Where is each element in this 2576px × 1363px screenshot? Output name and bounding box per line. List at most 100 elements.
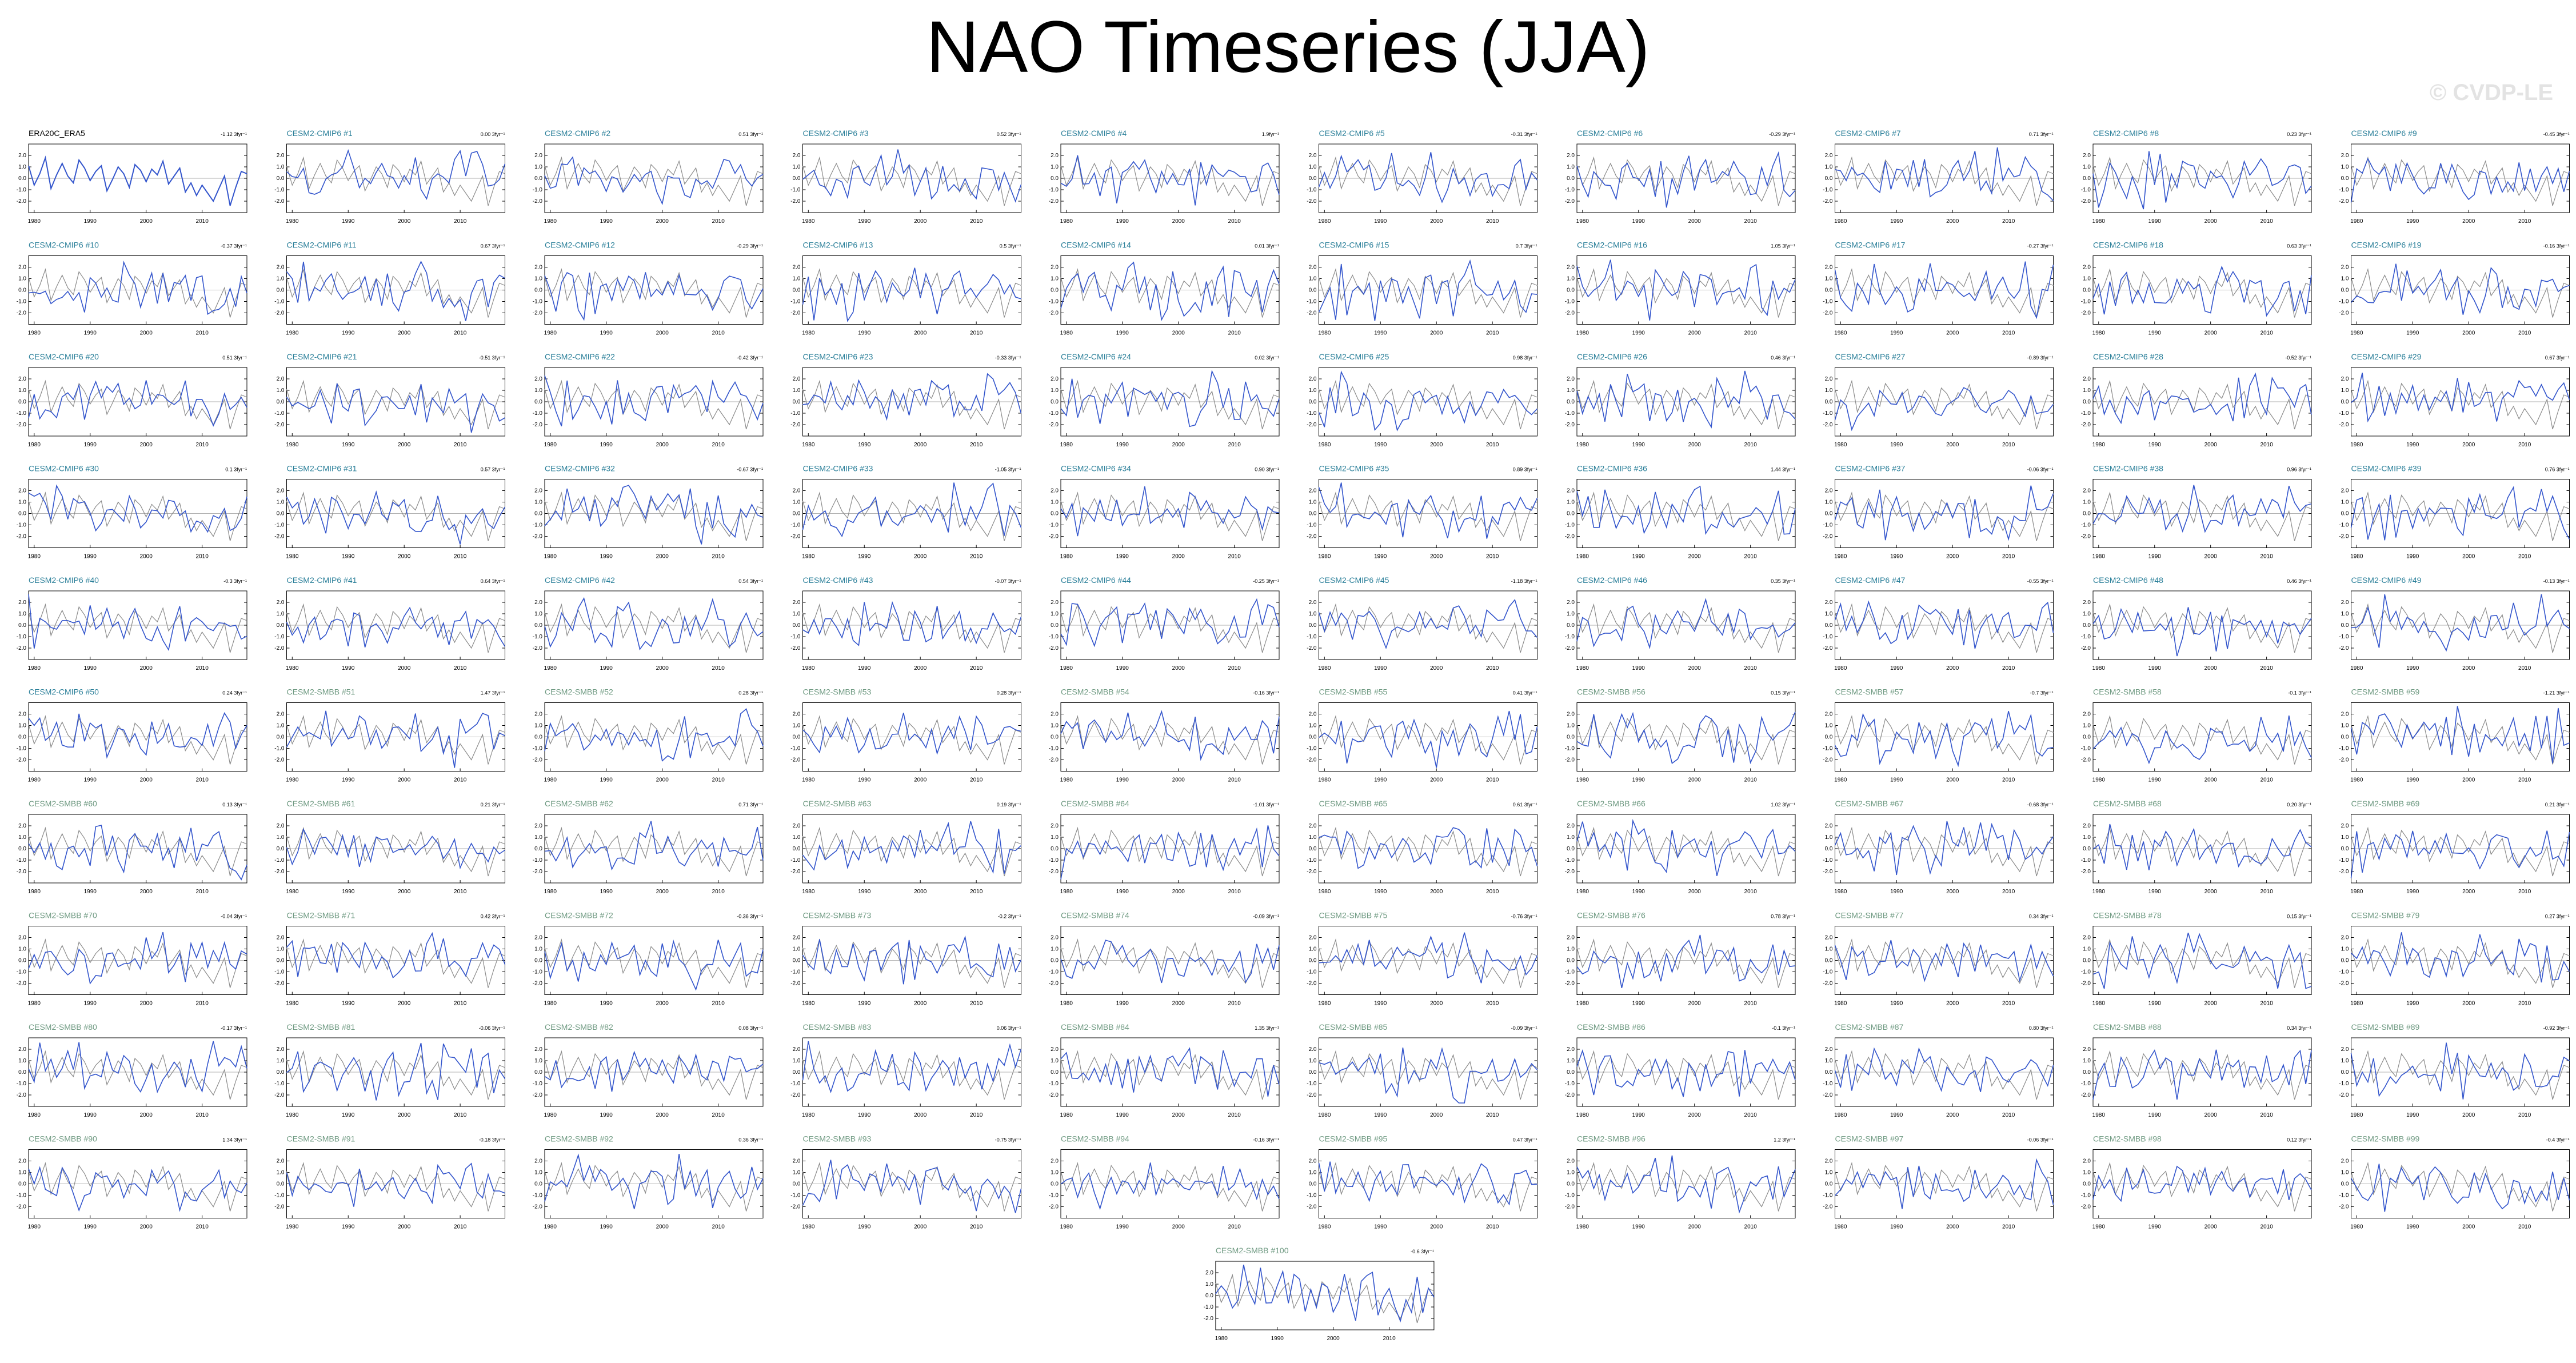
y-tick-label: -1.0 — [1049, 634, 1059, 640]
x-tick-label: 1980 — [1576, 554, 1589, 560]
y-tick-label: -2.0 — [1049, 310, 1059, 317]
y-tick-label: 2.0 — [2341, 153, 2349, 159]
x-tick-label: 1980 — [2092, 330, 2106, 337]
y-tick-label: -2.0 — [274, 869, 285, 875]
panel-title: CESM2-SMBB #85 — [1319, 1022, 1388, 1032]
y-tick-label: 1.0 — [1825, 164, 1833, 170]
y-tick-label: 0.0 — [2083, 511, 2091, 517]
y-tick-label: 1.0 — [2341, 834, 2349, 841]
y-tick-label: 0.0 — [1825, 734, 1833, 741]
x-tick-label: 1990 — [1116, 1112, 1129, 1118]
x-tick-label: 1980 — [802, 1112, 815, 1118]
nao-panel: CESM2-CMIP6 #6 -0.29 3fyr⁻¹ -2.0 -1.0 0.0 1.0… — [1565, 129, 1796, 225]
y-tick-label: 1.0 — [1825, 611, 1833, 617]
obs-series-line — [28, 1162, 247, 1212]
y-tick-label: 0.0 — [793, 734, 801, 741]
obs-series-line — [1834, 603, 2054, 653]
x-tick-label: 1980 — [286, 330, 299, 337]
y-tick-label: 0.0 — [1309, 1181, 1317, 1188]
x-tick-label: 1980 — [1576, 777, 1589, 784]
nao-panel: CESM2-CMIP6 #29 0.67 3fyr⁻¹ -2.0 -1.0 0.0 1.0… — [2339, 352, 2570, 448]
y-tick-label: -2.0 — [1204, 1316, 1214, 1322]
panel-title: CESM2-CMIP6 #23 — [803, 352, 873, 361]
y-tick-label: 1.0 — [1567, 611, 1575, 617]
x-tick-label: 1990 — [600, 330, 613, 337]
y-tick-label: -2.0 — [2081, 1204, 2091, 1210]
x-tick-label: 1980 — [1834, 1224, 1847, 1230]
x-tick-label: 2010 — [1228, 777, 1241, 784]
y-tick-label: 1.0 — [2083, 946, 2091, 953]
x-tick-label: 2010 — [454, 1112, 467, 1118]
x-tick-label: 2000 — [398, 889, 411, 895]
y-tick-label: -2.0 — [1823, 1092, 1833, 1098]
nao-panel: CESM2-SMBB #60 0.13 3fyr⁻¹ -2.0 -1.0 0.0 1.0 2… — [17, 799, 247, 895]
x-tick-label: 2010 — [1744, 330, 1758, 337]
x-tick-label: 1980 — [2092, 1001, 2106, 1007]
x-tick-label: 2010 — [2261, 330, 2274, 337]
nao-panel: CESM2-SMBB #80 -0.17 3fyr⁻¹ -2.0 -1.0 0.0 1.0… — [17, 1022, 247, 1118]
panel-title: CESM2-SMBB #66 — [1577, 799, 1646, 808]
y-tick-label: 2.0 — [2341, 265, 2349, 271]
obs-series-line — [802, 491, 1021, 541]
y-tick-label: -1.0 — [2081, 1193, 2091, 1199]
y-tick-label: -2.0 — [1307, 757, 1317, 764]
y-tick-label: 2.0 — [793, 712, 801, 718]
obs-series-line — [802, 268, 1021, 318]
nao-panel: CESM2-SMBB #55 0.41 3fyr⁻¹ -2.0 -1.0 0.0 1.0 2… — [1307, 688, 1538, 784]
y-tick-label: 2.0 — [2341, 376, 2349, 382]
panel-trend-stat: 0.80 3fyr⁻¹ — [2029, 1025, 2054, 1031]
sim-series-line — [1834, 1158, 2054, 1209]
y-tick-label: 2.0 — [2083, 935, 2091, 941]
panel-title: CESM2-CMIP6 #10 — [29, 241, 99, 250]
y-tick-label: 0.0 — [1567, 511, 1575, 517]
obs-series-line — [2092, 1162, 2312, 1212]
x-tick-label: 2000 — [1172, 665, 1185, 671]
x-tick-label: 1980 — [1318, 1112, 1331, 1118]
y-tick-label: 0.0 — [277, 1069, 285, 1076]
obs-series-line — [2350, 826, 2570, 877]
panel-title: CESM2-SMBB #87 — [1835, 1022, 1904, 1032]
nao-panel: CESM2-CMIP6 #7 0.71 3fyr⁻¹ -2.0 -1.0 0.0 1.0 2… — [1823, 129, 2054, 225]
x-tick-label: 2000 — [2204, 1112, 2218, 1118]
x-tick-label: 2000 — [1430, 665, 1443, 671]
sim-series-line — [1834, 485, 2054, 541]
x-tick-label: 2000 — [2462, 1224, 2475, 1230]
obs-series-line — [2092, 1050, 2312, 1100]
y-tick-label: -2.0 — [274, 310, 285, 317]
x-tick-label: 2010 — [2261, 665, 2274, 671]
x-tick-label: 1990 — [2148, 1224, 2162, 1230]
nao-panel: CESM2-CMIP6 #11 0.67 3fyr⁻¹ -2.0 -1.0 0.0 1.0… — [274, 241, 505, 337]
nao-panel: CESM2-CMIP6 #32 -0.67 3fyr⁻¹ -2.0 -1.0 0.0 1.… — [533, 464, 764, 560]
y-tick-label: -2.0 — [1823, 1204, 1833, 1210]
panel-title: CESM2-SMBB #70 — [29, 911, 97, 920]
y-tick-label: 2.0 — [1825, 1046, 1833, 1053]
y-tick-label: 0.0 — [18, 1069, 26, 1076]
x-tick-label: 1980 — [1060, 218, 1073, 225]
y-tick-label: 2.0 — [277, 265, 285, 271]
obs-series-line — [28, 715, 247, 765]
x-tick-label: 1980 — [286, 1001, 299, 1007]
y-tick-label: -2.0 — [1823, 981, 1833, 987]
panel-title: CESM2-CMIP6 #16 — [1577, 241, 1647, 250]
x-tick-label: 2000 — [656, 665, 669, 671]
y-tick-label: 2.0 — [793, 265, 801, 271]
x-tick-label: 1980 — [1834, 554, 1847, 560]
y-tick-label: -1.0 — [17, 187, 27, 193]
x-tick-label: 2010 — [970, 554, 983, 560]
x-tick-label: 2000 — [1688, 1112, 1702, 1118]
x-tick-label: 1990 — [1374, 218, 1387, 225]
panel-trend-stat: -0.33 3fyr⁻¹ — [995, 355, 1021, 361]
x-tick-label: 2010 — [1486, 889, 1499, 895]
panel-trend-stat: -0.27 3fyr⁻¹ — [2027, 243, 2054, 249]
y-tick-label: 2.0 — [18, 153, 26, 159]
nao-panel: CESM2-SMBB #93 -0.75 3fyr⁻¹ -2.0 -1.0 0.0 1.0… — [790, 1134, 1022, 1230]
panel-title: CESM2-SMBB #80 — [29, 1022, 97, 1032]
y-tick-label: -1.0 — [1823, 187, 1833, 193]
y-tick-label: -2.0 — [1307, 981, 1317, 987]
x-tick-label: 2000 — [140, 218, 153, 225]
y-tick-label: -1.0 — [1049, 969, 1059, 976]
y-tick-label: 2.0 — [793, 153, 801, 159]
obs-series-line — [802, 1050, 1021, 1100]
x-tick-label: 1990 — [1890, 777, 1903, 784]
y-tick-label: 2.0 — [1051, 1158, 1059, 1165]
